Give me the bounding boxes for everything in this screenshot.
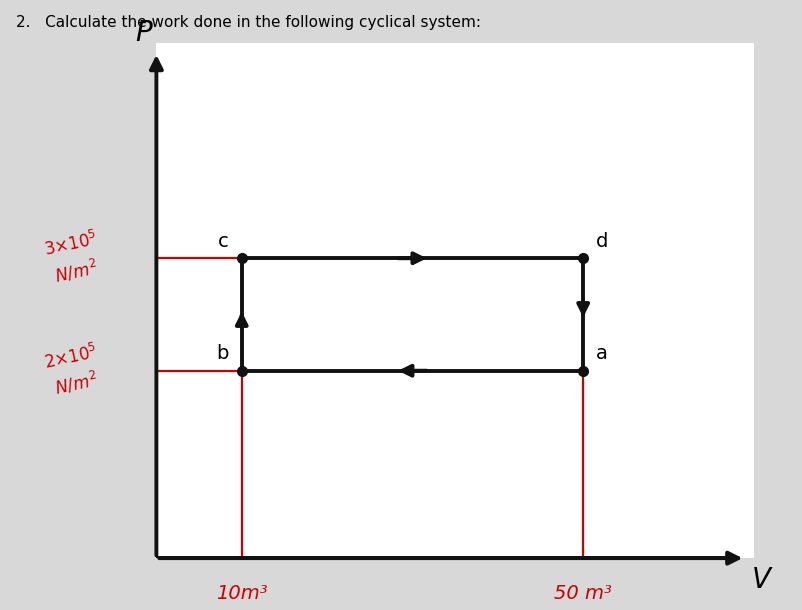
Text: $3{\times}10^5$
$N/m^2$: $3{\times}10^5$ $N/m^2$ [43, 229, 105, 287]
Text: 2.   Calculate the work done in the following cyclical system:: 2. Calculate the work done in the follow… [16, 15, 481, 30]
Text: V: V [752, 565, 772, 594]
Text: 10m³: 10m³ [216, 584, 268, 603]
Text: c: c [218, 232, 229, 251]
Text: $2{\times}10^5$
$N/m^2$: $2{\times}10^5$ $N/m^2$ [43, 342, 105, 400]
Text: b: b [217, 344, 229, 363]
Text: d: d [596, 232, 609, 251]
Text: a: a [596, 344, 608, 363]
Text: 50 m³: 50 m³ [554, 584, 612, 603]
Text: P: P [136, 20, 152, 48]
